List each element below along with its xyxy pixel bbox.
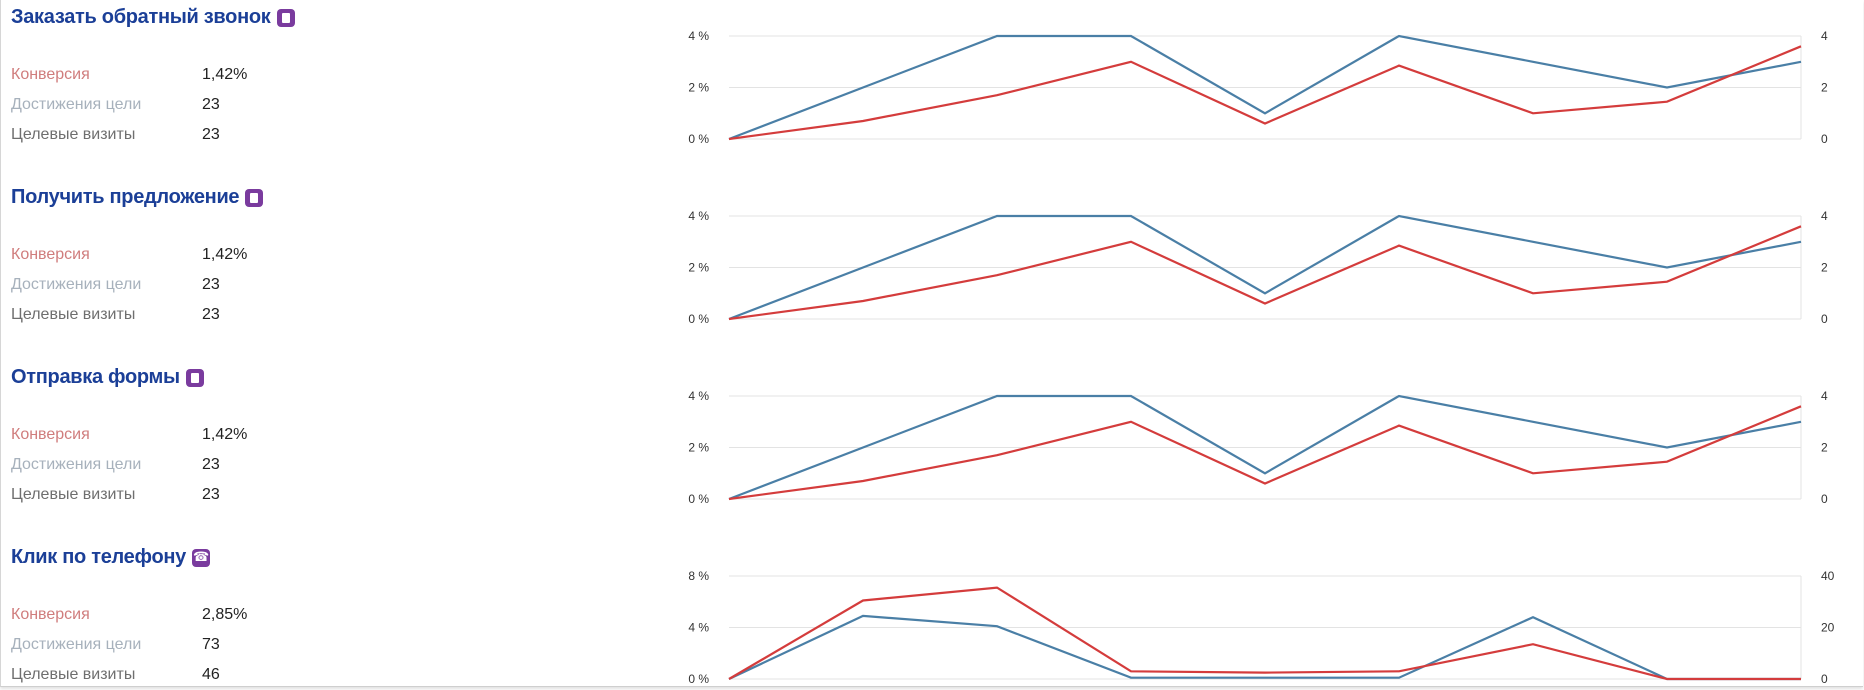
conversion-series-line (728, 586, 1801, 681)
left-tick-label: 2 % (688, 261, 709, 275)
right-tick-label: 2 (1821, 441, 1828, 455)
right-tick-label: 0 (1821, 312, 1828, 326)
page-icon (245, 188, 264, 207)
metric-value: 46 (202, 666, 220, 683)
left-tick-label: 2 % (688, 441, 709, 455)
page-icon (185, 368, 204, 387)
left-tick-label: 0 % (688, 672, 709, 686)
goal-block: Клик по телефону Конверсия 2,85% Достиже… (1, 540, 1863, 686)
metric-label: Конверсия (11, 66, 90, 83)
conversion-series-line (728, 45, 1802, 141)
metric-label: Целевые визиты (11, 126, 136, 143)
right-tick-label: 4 (1821, 29, 1828, 43)
left-tick-label: 4 % (688, 389, 709, 403)
left-tick-label: 4 % (688, 621, 709, 635)
metric-value: 23 (202, 96, 220, 113)
goal-chart: 0 % 0 2 % 2 4 % 4 (688, 389, 1828, 506)
right-tick-label: 40 (1821, 569, 1835, 583)
conversion-series-line (728, 405, 1802, 501)
goal-title-text[interactable]: Заказать обратный звонок (11, 6, 271, 28)
goal-title[interactable]: Получить предложение (11, 186, 264, 209)
visits-series-line (728, 34, 1802, 141)
right-tick-label: 2 (1821, 261, 1828, 275)
right-tick-label: 2 (1821, 81, 1828, 95)
left-tick-label: 4 % (688, 209, 709, 223)
right-tick-label: 0 (1821, 672, 1828, 686)
metric-label: Достижения цели (11, 276, 142, 293)
goal-title[interactable]: Отправка формы (11, 366, 204, 389)
right-tick-label: 0 (1821, 492, 1828, 506)
goal-title-text[interactable]: Получить предложение (11, 186, 240, 208)
visits-series-line (728, 394, 1802, 501)
phone-icon (191, 548, 210, 567)
metric-label: Конверсия (11, 606, 90, 623)
left-tick-label: 0 % (688, 492, 709, 506)
metric-label: Конверсия (11, 426, 90, 443)
metric-value: 23 (202, 306, 220, 323)
metric-label: Целевые визиты (11, 486, 136, 503)
goal-chart: 0 % 0 2 % 2 4 % 4 (688, 29, 1828, 146)
metric-value: 1,42% (202, 246, 248, 263)
metric-value: 23 (202, 456, 220, 473)
right-tick-label: 4 (1821, 389, 1828, 403)
visits-series-line (728, 614, 1801, 681)
metric-label: Достижения цели (11, 636, 142, 653)
goal-title[interactable]: Клик по телефону (11, 546, 210, 569)
goal-title-text[interactable]: Отправка формы (11, 366, 180, 388)
metric-label: Конверсия (11, 246, 90, 263)
page-icon (276, 8, 295, 27)
conversion-series-line (728, 225, 1802, 321)
metric-value: 23 (202, 126, 220, 143)
metric-label: Достижения цели (11, 456, 142, 473)
metric-value: 23 (202, 486, 220, 503)
goal-title[interactable]: Заказать обратный звонок (11, 6, 295, 29)
goal-title-text[interactable]: Клик по телефону (11, 546, 186, 568)
left-tick-label: 8 % (688, 569, 709, 583)
metric-label: Достижения цели (11, 96, 142, 113)
left-tick-label: 0 % (688, 132, 709, 146)
metric-label: Целевые визиты (11, 306, 136, 323)
left-tick-label: 0 % (688, 312, 709, 326)
goal-block: Отправка формы Конверсия 1,42% Достижени… (1, 360, 1863, 540)
metric-value: 23 (202, 276, 220, 293)
goal-chart: 0 % 0 2 % 2 4 % 4 (688, 209, 1828, 326)
right-tick-label: 20 (1821, 621, 1835, 635)
goal-block: Получить предложение Конверсия 1,42% Дос… (1, 180, 1863, 360)
metric-value: 73 (202, 636, 220, 653)
goal-chart: 0 % 0 4 % 20 8 % 40 (688, 569, 1835, 686)
metric-value: 2,85% (202, 606, 248, 623)
goal-block: Заказать обратный звонок Конверсия 1,42%… (1, 0, 1863, 180)
visits-series-line (728, 214, 1802, 321)
metric-label: Целевые визиты (11, 666, 136, 683)
right-tick-label: 0 (1821, 132, 1828, 146)
metric-value: 1,42% (202, 426, 248, 443)
left-tick-label: 4 % (688, 29, 709, 43)
left-tick-label: 2 % (688, 81, 709, 95)
right-tick-label: 4 (1821, 209, 1828, 223)
metric-value: 1,42% (202, 66, 248, 83)
